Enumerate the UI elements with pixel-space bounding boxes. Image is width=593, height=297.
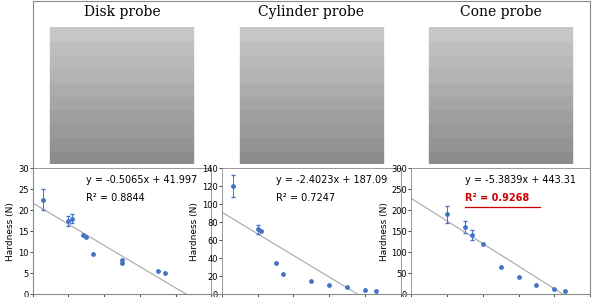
- Point: [467, 233, 477, 238]
- Text: y = -0.5065x + 41.997: y = -0.5065x + 41.997: [86, 175, 197, 184]
- Text: R² = 0.9268: R² = 0.9268: [465, 193, 529, 203]
- Bar: [50, 137, 193, 151]
- Text: Disk probe: Disk probe: [84, 5, 160, 19]
- Point: [371, 289, 380, 294]
- Bar: [50, 41, 193, 54]
- Bar: [50, 109, 193, 123]
- Point: [532, 282, 541, 287]
- Bar: [429, 137, 572, 151]
- Point: [271, 260, 280, 265]
- Bar: [240, 27, 383, 41]
- Y-axis label: Hardness (N): Hardness (N): [190, 202, 199, 260]
- Text: R² = 0.8844: R² = 0.8844: [86, 193, 145, 203]
- Bar: [50, 151, 193, 165]
- Point: [253, 227, 263, 232]
- Bar: [429, 68, 572, 82]
- Point: [78, 233, 87, 238]
- Point: [496, 264, 505, 269]
- Bar: [240, 123, 383, 137]
- Point: [442, 212, 452, 217]
- Bar: [50, 82, 193, 96]
- Bar: [429, 41, 572, 54]
- Point: [478, 241, 487, 246]
- Point: [360, 288, 369, 293]
- Point: [342, 285, 352, 289]
- Point: [117, 258, 127, 263]
- Text: Cylinder probe: Cylinder probe: [259, 5, 364, 19]
- Point: [39, 197, 48, 202]
- Text: y = -5.3839x + 443.31: y = -5.3839x + 443.31: [465, 175, 576, 184]
- Y-axis label: Hardness (N): Hardness (N): [6, 202, 15, 260]
- Bar: [429, 96, 572, 109]
- Point: [460, 225, 470, 229]
- Bar: [240, 96, 383, 109]
- Point: [117, 260, 127, 265]
- Bar: [50, 27, 193, 41]
- Bar: [50, 96, 193, 109]
- Point: [67, 216, 76, 221]
- Point: [307, 279, 316, 284]
- Bar: [240, 109, 383, 123]
- Bar: [429, 82, 572, 96]
- Y-axis label: Hardness (N): Hardness (N): [380, 202, 388, 260]
- Bar: [50, 68, 193, 82]
- Point: [63, 218, 73, 223]
- Point: [81, 235, 91, 240]
- Point: [550, 287, 559, 291]
- Bar: [429, 54, 572, 68]
- Bar: [240, 137, 383, 151]
- Text: y = -2.4023x + 187.09: y = -2.4023x + 187.09: [276, 175, 387, 184]
- Bar: [429, 27, 572, 41]
- Point: [278, 272, 288, 277]
- Bar: [50, 54, 193, 68]
- Bar: [429, 151, 572, 165]
- Bar: [240, 41, 383, 54]
- Bar: [240, 54, 383, 68]
- Point: [160, 271, 170, 275]
- Bar: [240, 68, 383, 82]
- Bar: [50, 123, 193, 137]
- Point: [560, 288, 570, 293]
- Bar: [429, 123, 572, 137]
- Point: [228, 184, 237, 189]
- Point: [324, 283, 334, 287]
- Point: [88, 252, 98, 257]
- Bar: [240, 82, 383, 96]
- Point: [153, 268, 162, 273]
- Bar: [240, 151, 383, 165]
- Point: [257, 229, 266, 233]
- Bar: [429, 109, 572, 123]
- Text: R² = 0.7247: R² = 0.7247: [276, 193, 334, 203]
- Point: [514, 275, 523, 280]
- Text: Cone probe: Cone probe: [460, 5, 541, 19]
